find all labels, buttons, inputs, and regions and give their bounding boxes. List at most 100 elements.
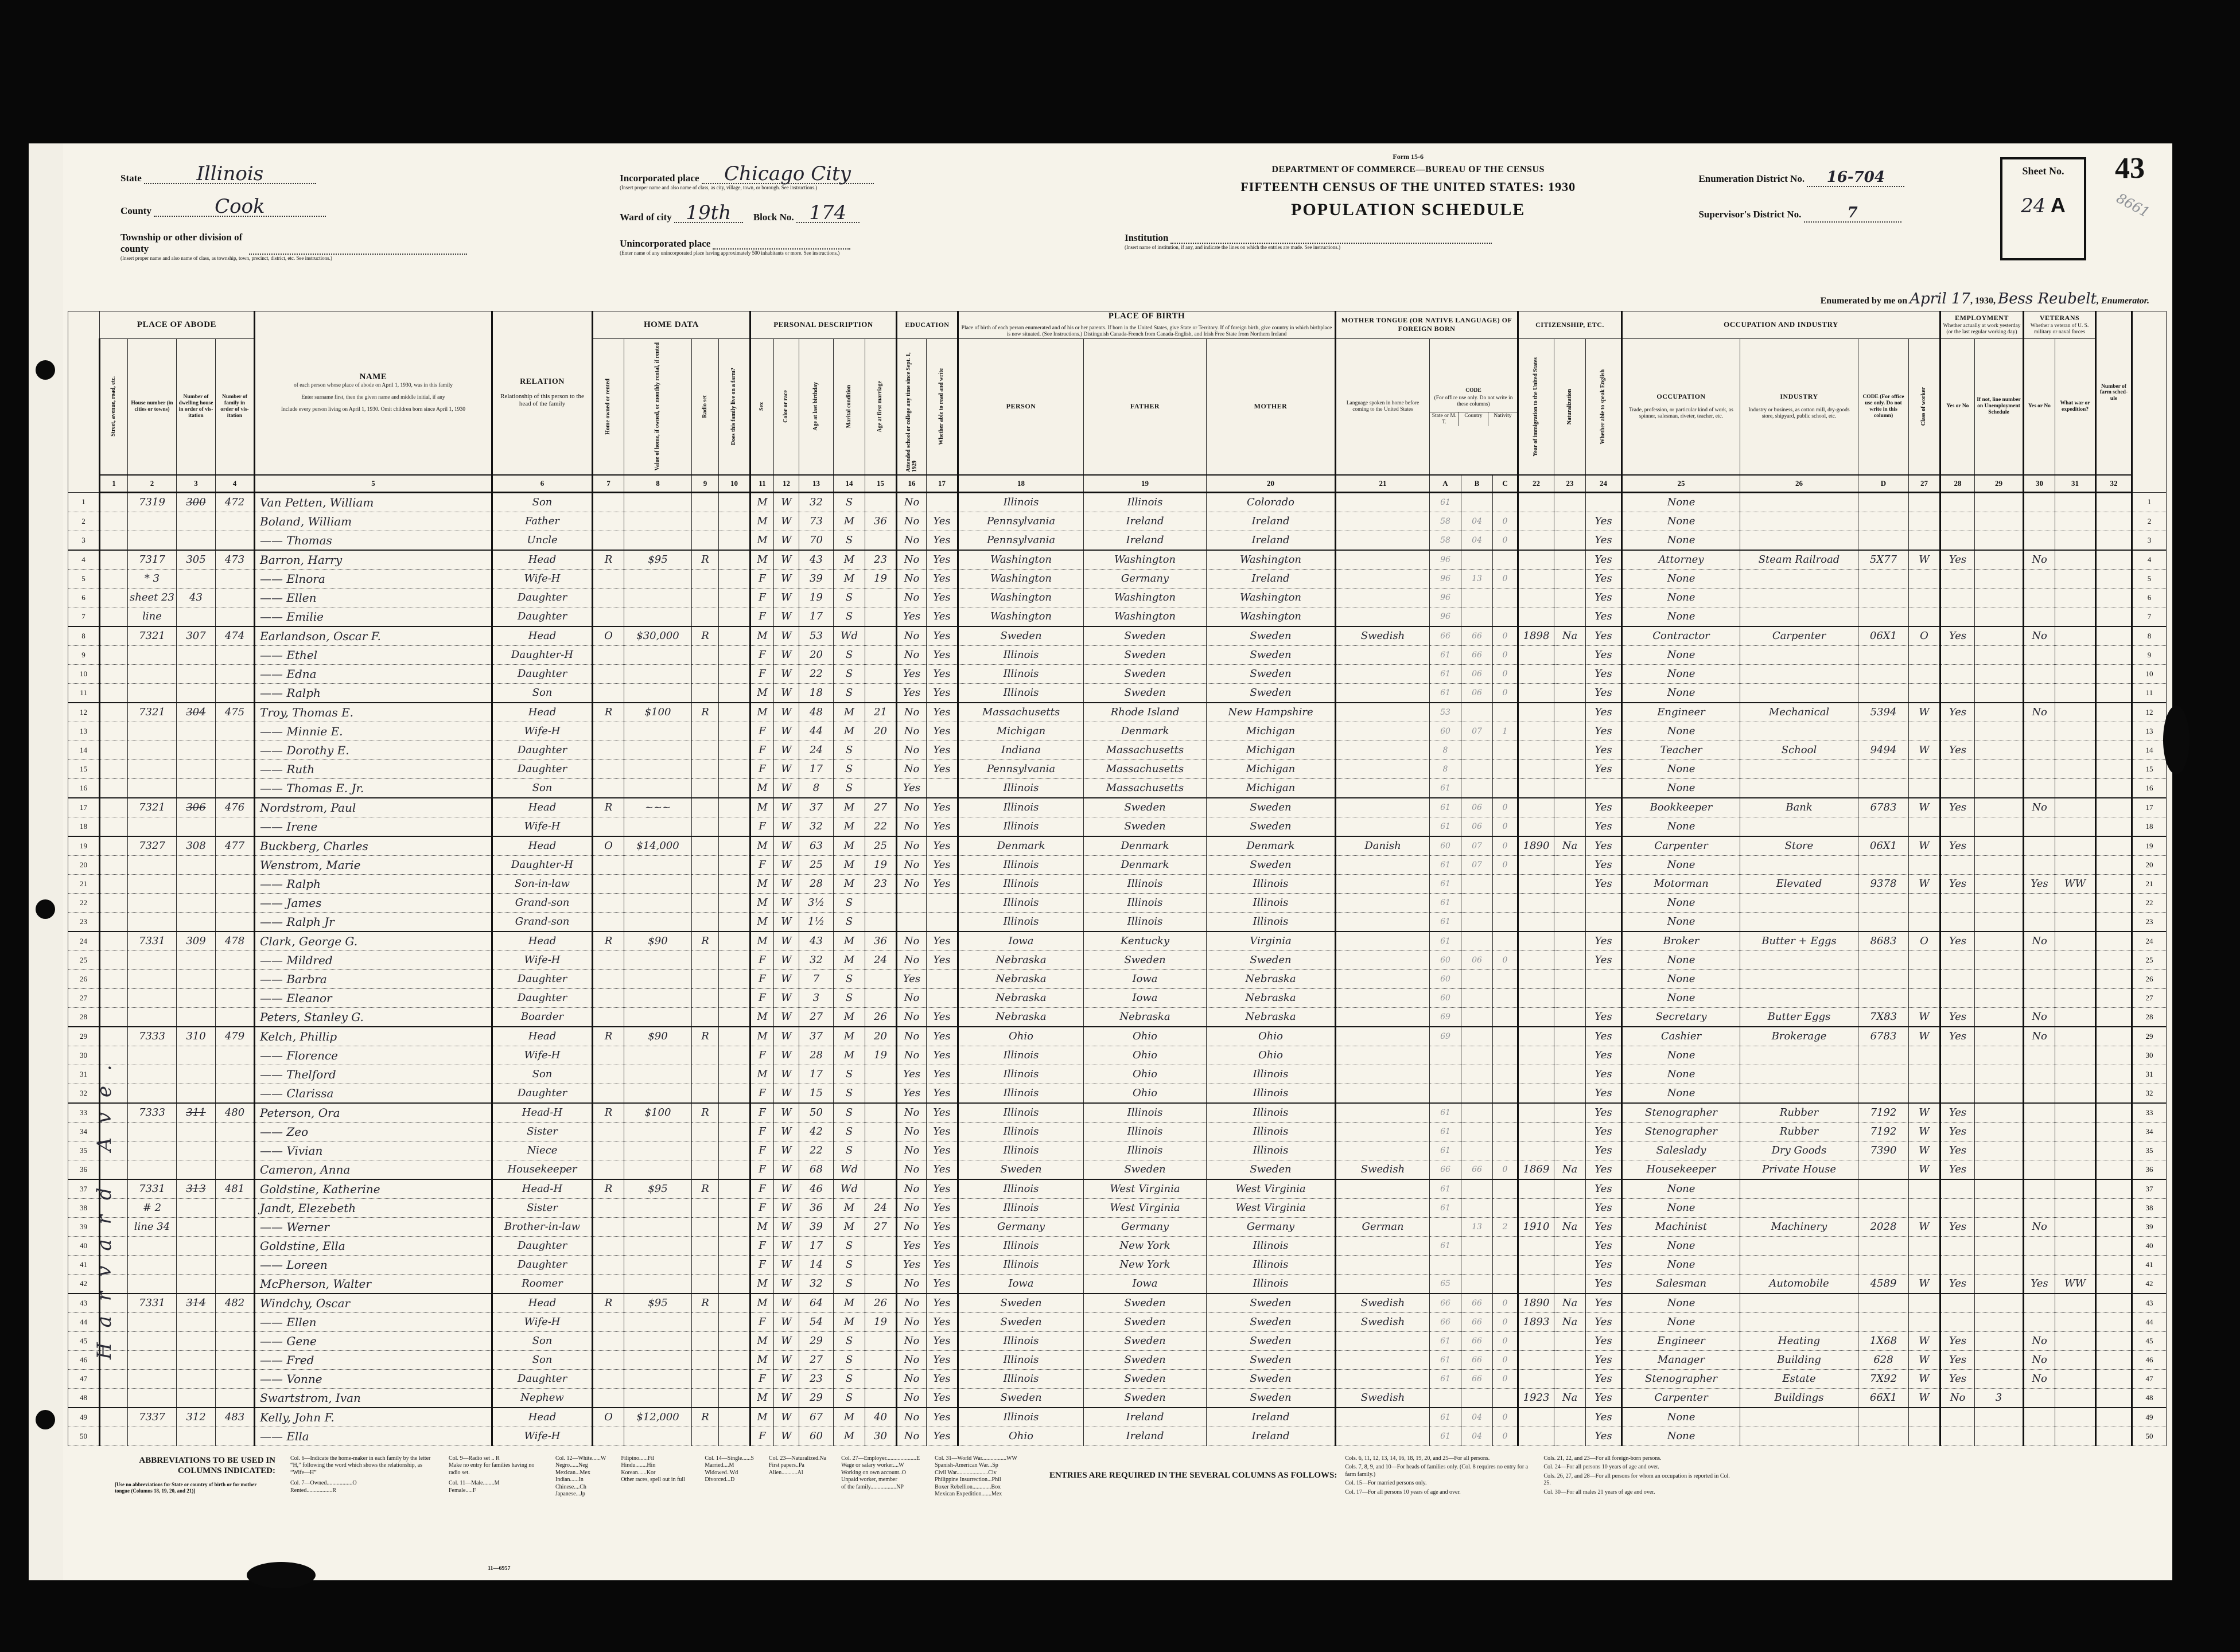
institution-note: (Insert name of institution, if any, and… [1124,244,1341,250]
cell-line-right: 14 [2131,741,2167,760]
cell-relation: Brother-in-law [491,1217,593,1237]
cell-marital: S [833,1084,865,1104]
cell-farm-schedule [2095,1160,2132,1180]
cell-pob-mother: Illinois [1206,874,1336,894]
cell-line-right: 19 [2131,836,2167,856]
legend-col27-item: Unpaid worker, member [841,1476,897,1483]
cell-school: No [896,512,927,531]
cell-value [624,778,692,798]
cell-naturalization [1554,1102,1586,1123]
cell-read-write [926,492,958,512]
cell-dwelling [176,531,216,551]
cell-line-right: 46 [2131,1350,2167,1370]
cell-code-b: 66 [1461,626,1493,646]
cell-code-d [1858,1160,1909,1180]
cell-house: * 3 [127,569,177,589]
cell-school: No [896,817,927,837]
cell-english: Yes [1585,759,1622,779]
cell-age: 43 [799,550,834,570]
cell-school: No [896,1141,927,1160]
cell-value [624,1198,692,1218]
cell-worked: Yes [1939,1350,1975,1370]
cell-class [1908,1179,1940,1199]
cell-line-right: 22 [2131,893,2167,913]
cell-age: 3½ [799,893,834,913]
cell-language [1335,588,1430,607]
cell-name: —— Ella [254,1427,492,1446]
col-age-married: Age at first marriage [865,338,897,476]
cell-code-b [1461,1198,1493,1218]
cell-radio [691,607,719,627]
cell-marital: M [833,569,865,589]
cell-war [2055,1293,2096,1313]
cell-radio [691,1350,719,1370]
cell-english: Yes [1585,1102,1622,1123]
cell-radio: R [691,1293,719,1313]
cell-immigration [1517,797,1554,817]
cell-radio: R [691,1179,719,1199]
cell-age-married [865,492,897,512]
cell-occupation: None [1621,969,1740,989]
cell-code-a: 61 [1429,645,1461,665]
cell-unemployment-line [1974,969,2024,989]
cell-line: 20 [68,855,100,875]
cell-age-married [865,1160,897,1180]
cell-veteran [2023,645,2055,665]
cell-family [215,1255,255,1275]
cell-industry [1740,607,1858,627]
cell-pob-father: Ohio [1083,1046,1207,1065]
cell-language [1335,512,1430,531]
cell-marital: S [833,531,865,551]
cell-read-write: Yes [926,702,958,722]
cell-name: —— Dorothy E. [254,741,492,760]
cell-language [1335,778,1430,798]
cell-code-c: 0 [1492,1369,1518,1389]
cell-race: W [773,1198,799,1218]
cell-war [2055,1427,2096,1446]
cell-age: 15 [799,1084,834,1104]
cell-sex: M [749,874,774,894]
cell-industry [1740,1293,1858,1313]
cell-line: 47 [68,1369,100,1389]
cell-veteran [2023,1102,2055,1123]
cell-code-a: 61 [1429,1427,1461,1446]
cell-pob-mother: Sweden [1206,855,1336,875]
cell-code-a [1429,1046,1461,1065]
cell-veteran: No [2023,1007,2055,1027]
cell-owned [592,988,624,1008]
cell-farm [718,550,750,570]
cell-line-right: 50 [2131,1427,2167,1446]
cell-name: —— Mildred [254,950,492,970]
cell-occupation: None [1621,1198,1740,1218]
legend-col7-item: Rented..................R [290,1487,336,1494]
cell-family [215,1084,255,1104]
cell-sex: M [749,1388,774,1408]
cell-class: W [1908,797,1940,817]
cell-age-married: 24 [865,950,897,970]
cell-pob-person: Nebraska [957,988,1084,1008]
cell-owned: R [592,1102,624,1123]
cell-race: W [773,931,799,951]
legend-col12b-item: Hindu........Hin [621,1462,656,1469]
cell-immigration [1517,1026,1554,1046]
cell-code-b: 07 [1461,836,1493,856]
cell-read-write: Yes [926,1217,958,1237]
cell-value [624,759,692,779]
cell-age-married: 19 [865,1312,897,1332]
cell-house: 7319 [127,492,177,512]
cell-code-a: 96 [1429,569,1461,589]
cell-family [215,645,255,665]
cell-worked: Yes [1939,1331,1975,1351]
cell-naturalization [1554,1007,1586,1027]
punch-hole [36,899,55,919]
entries-title: ENTRIES ARE REQUIRED IN THE SEVERAL COLU… [1049,1470,1337,1480]
cell-unemployment-line [1974,664,2024,684]
cell-immigration: 1893 [1517,1312,1554,1332]
cell-industry: Brokerage [1740,1026,1858,1046]
cell-industry [1740,893,1858,913]
cell-relation: Daughter [491,607,593,627]
cell-read-write: Yes [926,741,958,760]
cell-race: W [773,950,799,970]
cell-owned [592,1084,624,1104]
cell-value: $95 [624,1179,692,1199]
